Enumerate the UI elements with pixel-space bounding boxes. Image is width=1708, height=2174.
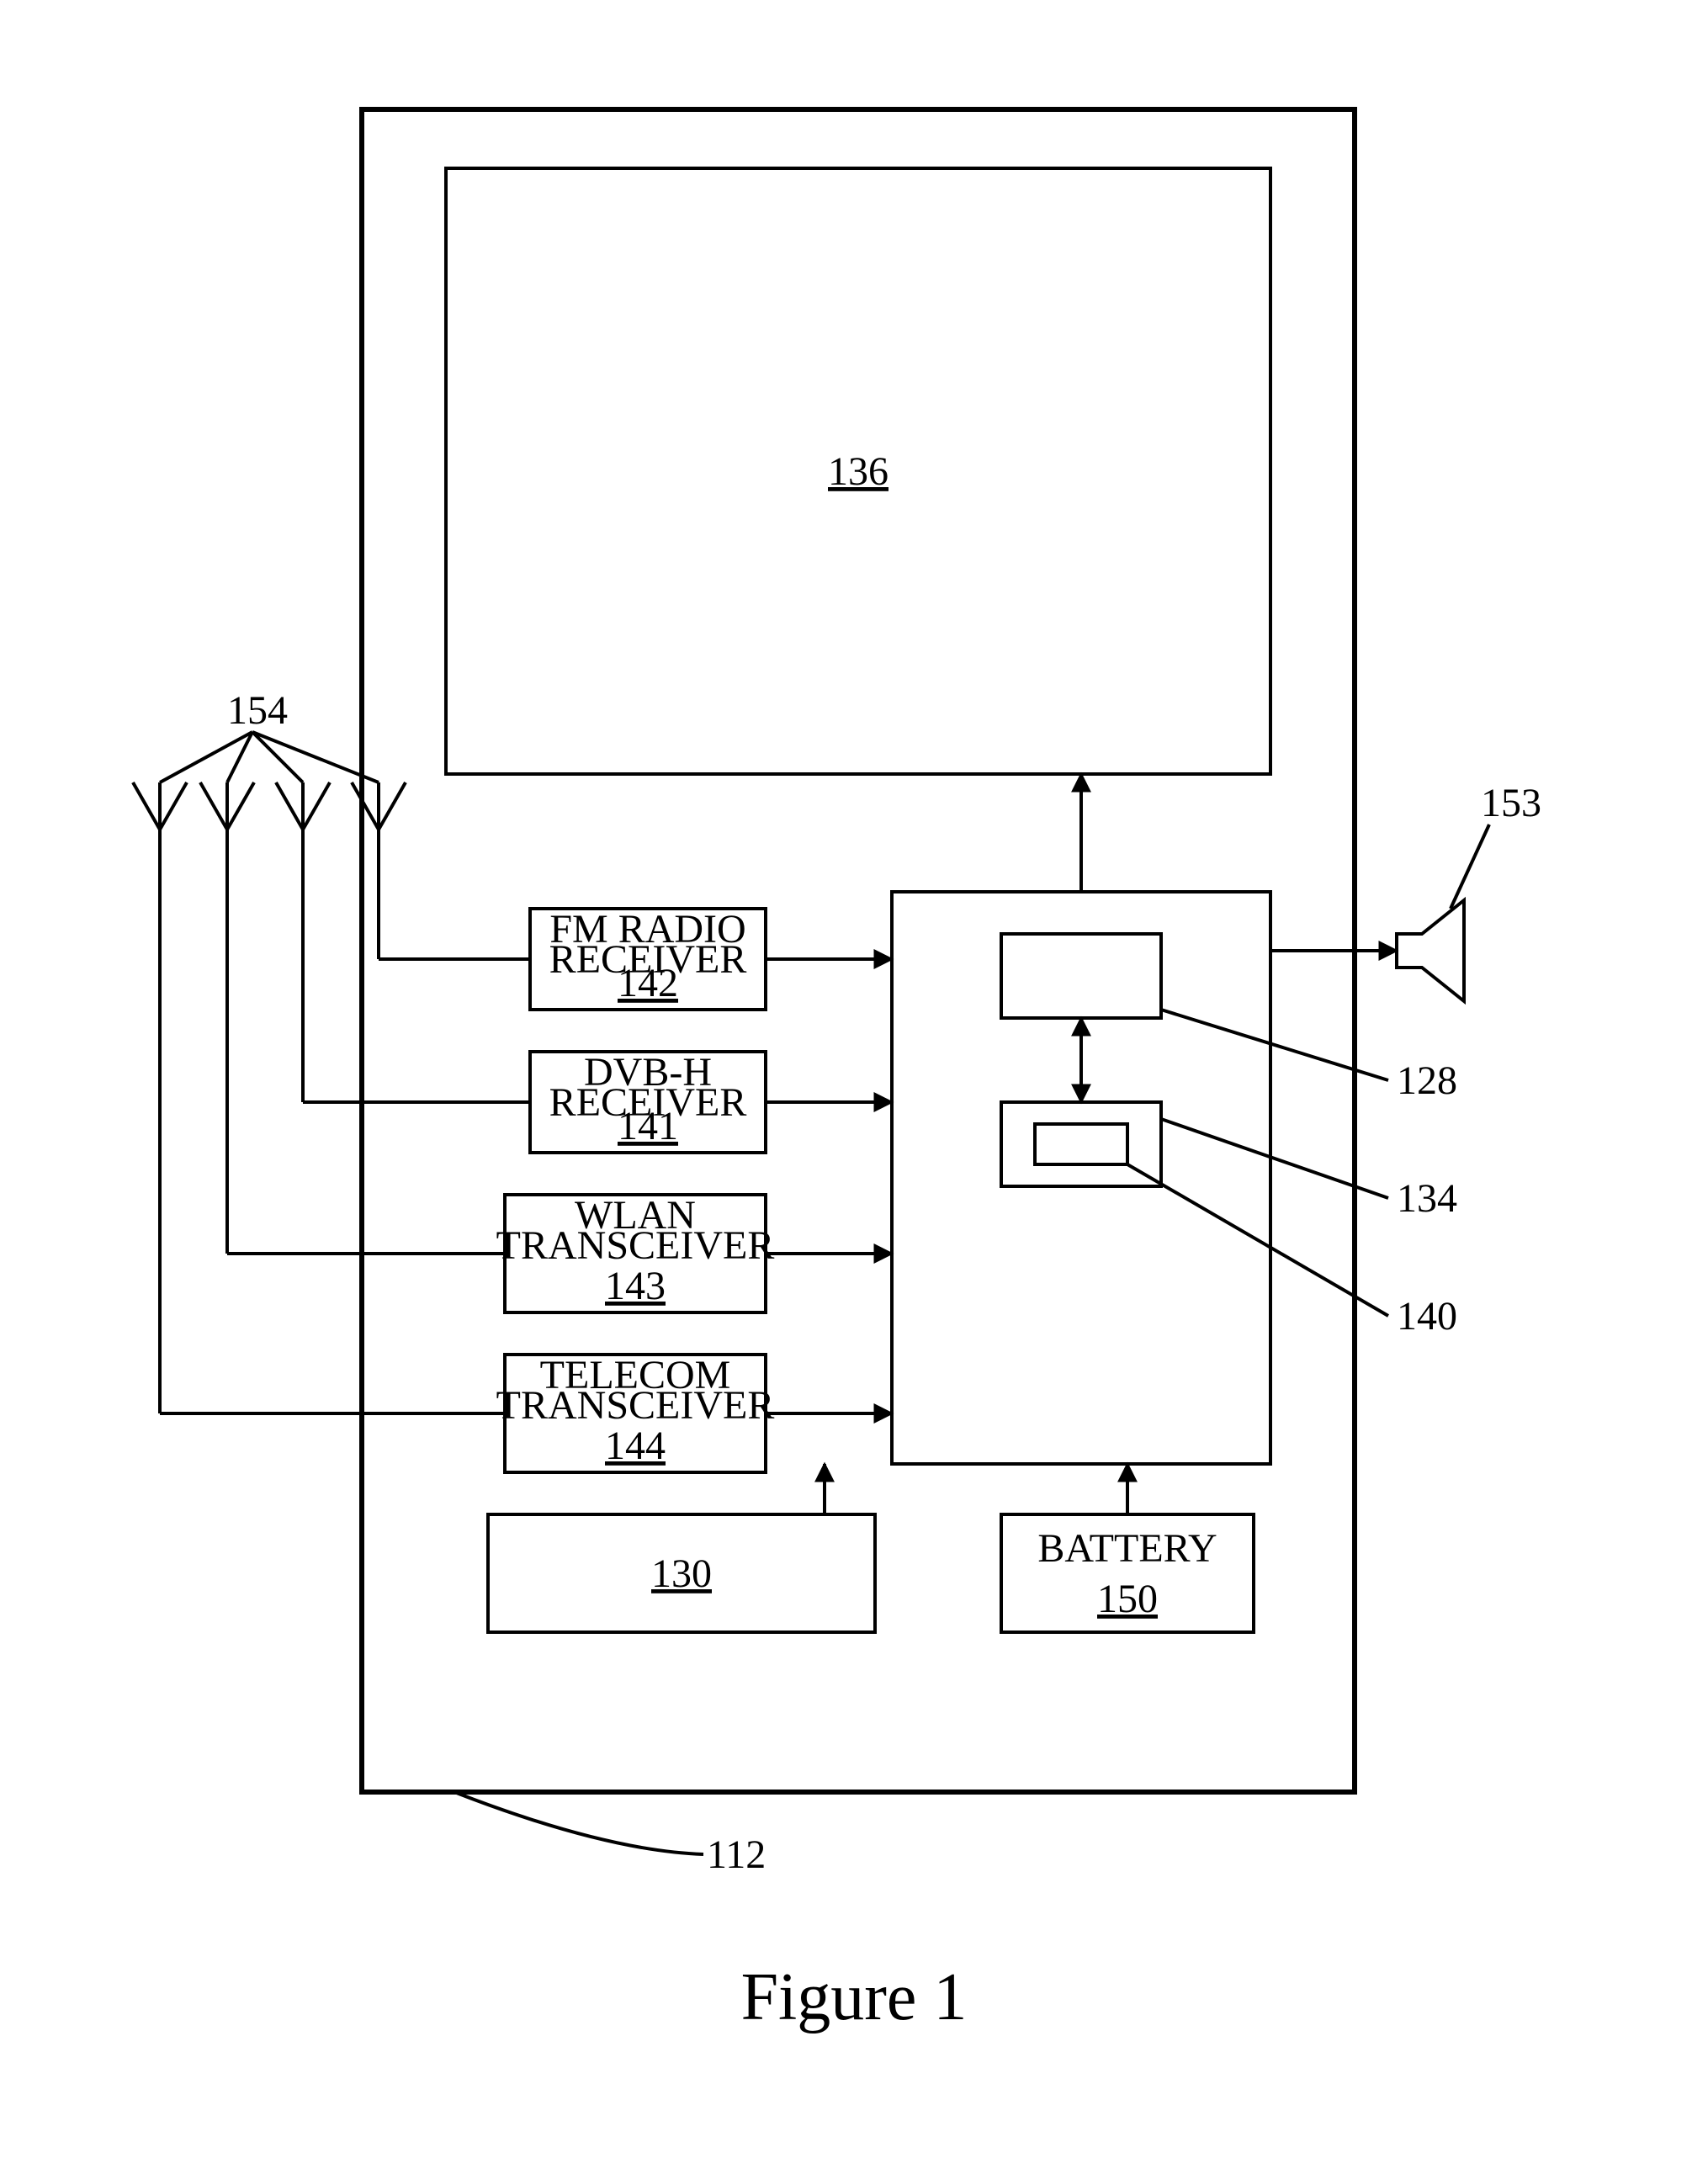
- callout-112: 112: [707, 1832, 766, 1877]
- figure-caption: Figure 1: [741, 1960, 968, 2034]
- battery-ref: 150: [1097, 1577, 1158, 1621]
- telecom-label2: TRANSCEIVER: [496, 1383, 775, 1428]
- callout-154: 154: [227, 688, 288, 733]
- callout-153: 153: [1481, 781, 1541, 825]
- wlan-label2: TRANSCEIVER: [496, 1223, 775, 1268]
- callout-140: 140: [1397, 1294, 1457, 1339]
- callout-134: 134: [1397, 1176, 1457, 1221]
- wlan-ref: 143: [605, 1264, 666, 1308]
- block-134: [1001, 1102, 1161, 1186]
- ref-130: 130: [651, 1551, 712, 1596]
- ref-136: 136: [828, 449, 888, 494]
- fm-ref: 142: [618, 961, 678, 1005]
- speaker-icon: [1397, 900, 1464, 1001]
- battery-label: BATTERY: [1037, 1526, 1217, 1571]
- callout-128: 128: [1397, 1058, 1457, 1103]
- block-140: [1035, 1124, 1127, 1164]
- processor-block: [892, 892, 1270, 1464]
- dvbh-ref: 141: [618, 1104, 678, 1148]
- telecom-ref: 144: [605, 1424, 666, 1468]
- block-128: [1001, 934, 1161, 1018]
